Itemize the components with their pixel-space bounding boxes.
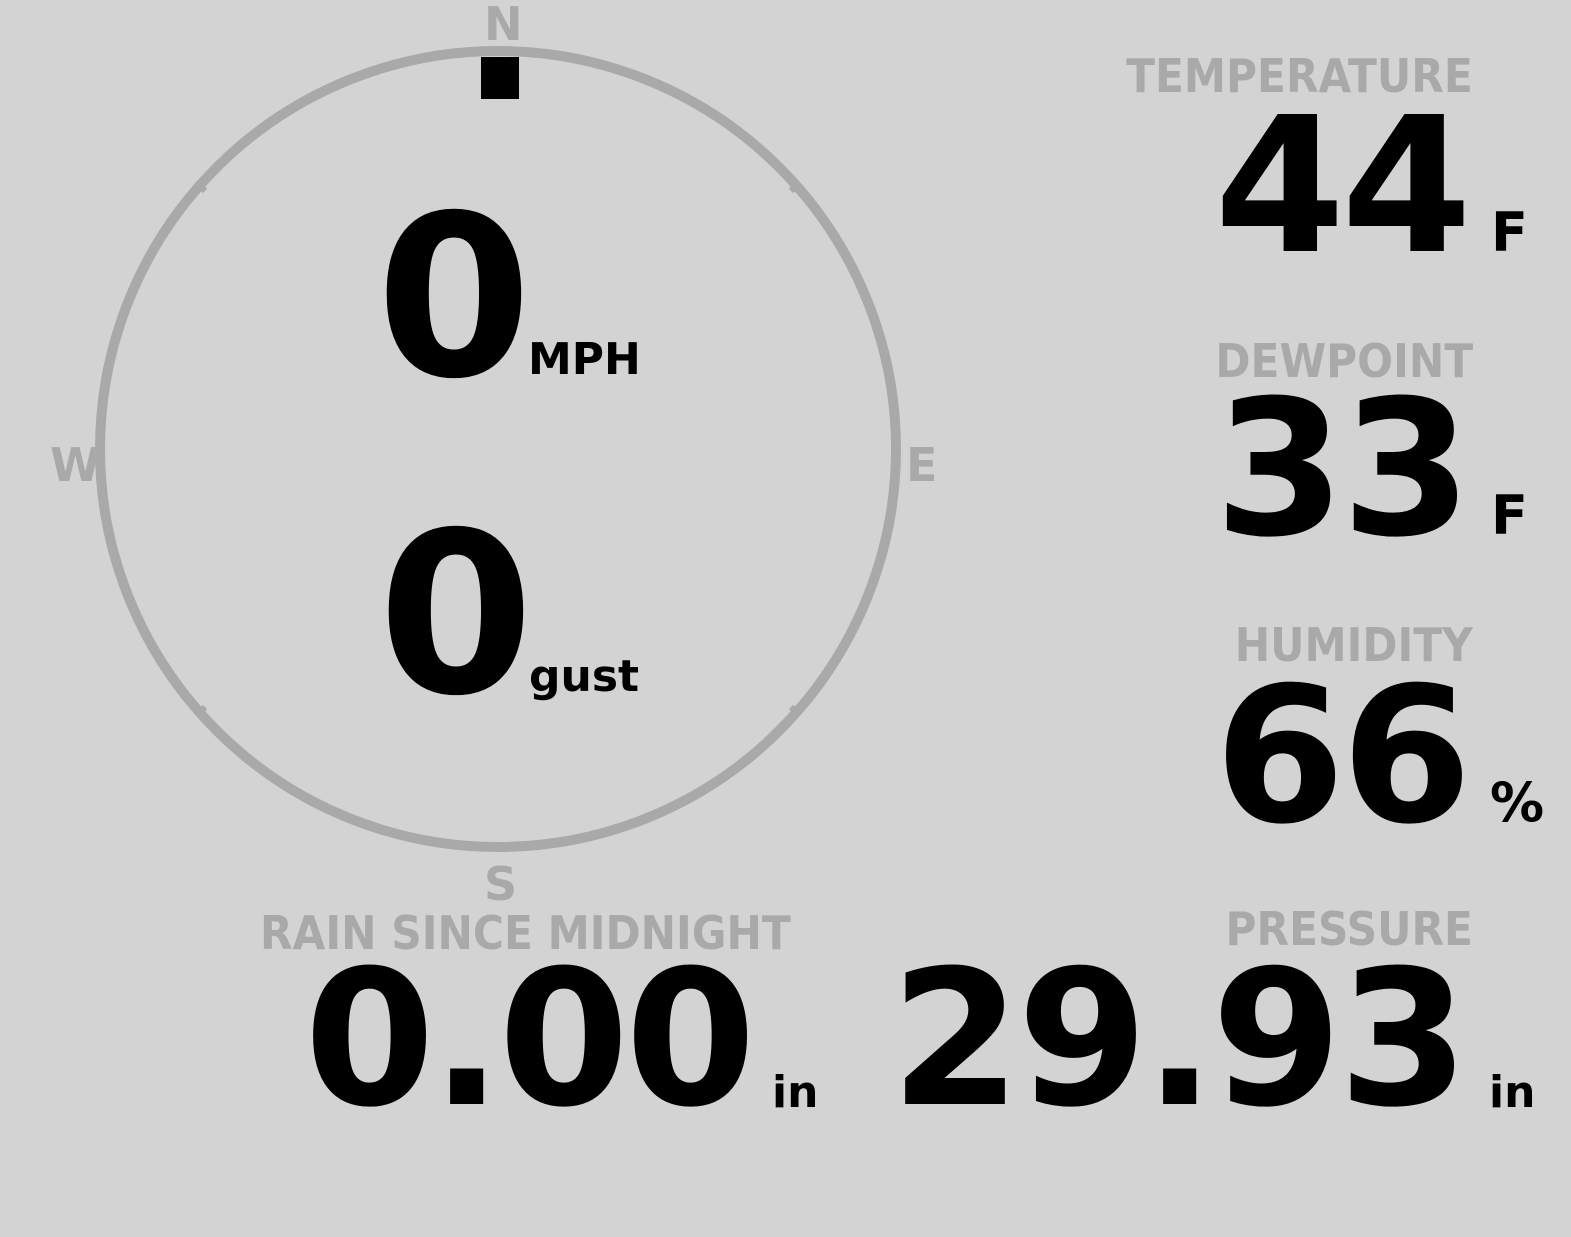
dewpoint-unit: F (1491, 484, 1528, 547)
compass-west-label: W (50, 438, 101, 492)
pressure-unit: in (1489, 1067, 1536, 1118)
humidity-label: HUMIDITY (1234, 618, 1473, 672)
humidity-value: 66 (1214, 647, 1472, 866)
rain-label: RAIN SINCE MIDNIGHT (260, 906, 791, 960)
pressure-value: 29.93 (890, 930, 1469, 1149)
wind-gust-unit: gust (529, 651, 640, 702)
rain-value: 0.00 (304, 930, 756, 1149)
wind-direction-marker (481, 57, 519, 99)
dewpoint-value: 33 (1214, 360, 1472, 579)
temperature-unit: F (1491, 201, 1528, 264)
temperature-label: TEMPERATURE (1126, 49, 1473, 103)
pressure-label: PRESSURE (1225, 902, 1473, 956)
dewpoint-label: DEWPOINT (1215, 334, 1473, 388)
compass-north-label: N (484, 0, 523, 51)
compass-ring (95, 46, 901, 852)
temperature-value: 44 (1214, 77, 1472, 296)
wind-gust-value: 0 (378, 484, 534, 745)
compass-south-label: S (484, 857, 518, 911)
humidity-unit: % (1490, 771, 1545, 834)
wind-speed-unit: MPH (528, 334, 641, 385)
wind-speed-value: 0 (376, 167, 532, 428)
compass-ticks (194, 180, 802, 718)
compass-east-label: E (906, 438, 938, 492)
rain-unit: in (772, 1067, 819, 1118)
